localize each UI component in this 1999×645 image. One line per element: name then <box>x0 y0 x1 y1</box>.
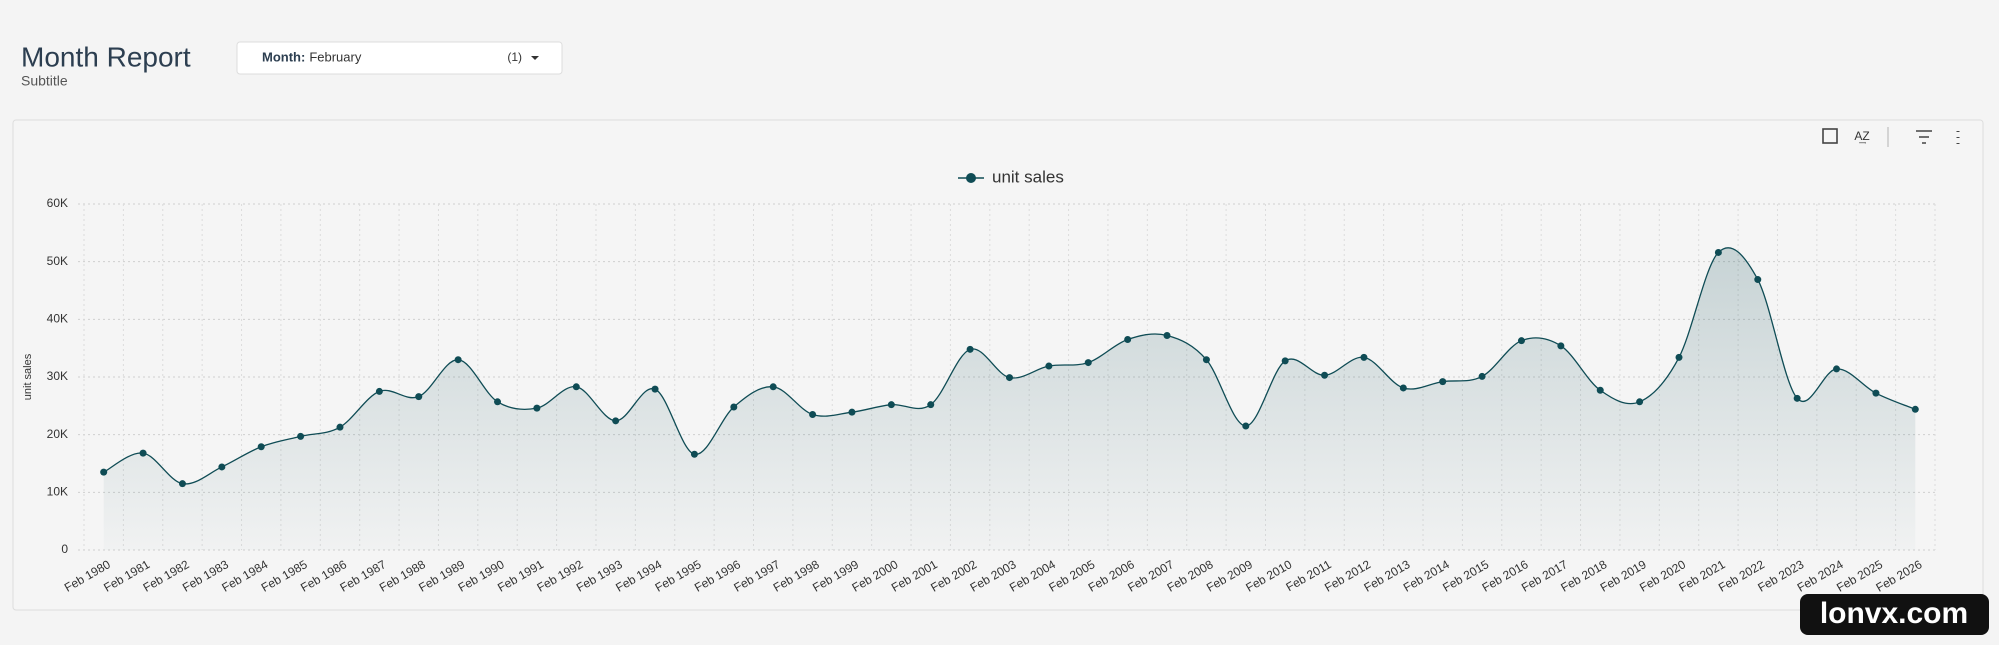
filter-box[interactable] <box>236 41 563 75</box>
toolbar: A͢Z <box>1822 127 1960 147</box>
point <box>336 423 344 431</box>
point <box>651 385 659 393</box>
filter-button[interactable] <box>1916 130 1932 144</box>
y-tick-label: 30K <box>47 369 68 383</box>
point <box>178 480 186 488</box>
y-tick-label: 20K <box>47 427 68 441</box>
point <box>1163 331 1171 339</box>
point <box>1045 362 1053 370</box>
point <box>1202 356 1210 364</box>
legend-label: unit sales <box>992 167 1064 186</box>
point <box>139 449 147 457</box>
point <box>533 404 541 412</box>
point <box>1636 398 1644 406</box>
point <box>257 443 265 451</box>
watermark-box <box>1800 594 1989 635</box>
point <box>1084 359 1092 367</box>
point <box>769 383 777 391</box>
chart-type-button[interactable] <box>1822 128 1838 144</box>
point <box>1281 357 1289 365</box>
point <box>1911 405 1919 413</box>
point <box>297 432 305 440</box>
month-filter[interactable]: Month: February (1) <box>236 41 563 75</box>
page-title: Month Report <box>21 41 191 72</box>
dropdown-arrow <box>531 56 539 60</box>
point <box>1242 422 1250 430</box>
point <box>1517 337 1525 345</box>
point <box>966 345 974 353</box>
point <box>1124 336 1132 344</box>
point <box>415 393 423 401</box>
page-subtitle: Subtitle <box>21 73 68 89</box>
point <box>1439 378 1447 386</box>
point <box>1557 342 1565 350</box>
point <box>730 403 738 411</box>
filter-count: (1) <box>507 50 522 64</box>
point <box>572 383 580 391</box>
legend-marker <box>966 173 976 183</box>
filter-label: Month: <box>262 49 305 64</box>
point <box>612 417 620 425</box>
point <box>927 401 935 409</box>
point <box>454 356 462 364</box>
y-axis-label: unit sales <box>22 353 34 400</box>
watermark: lonvx.com <box>1820 597 1968 630</box>
point <box>1321 371 1329 379</box>
point <box>1754 276 1762 284</box>
point <box>1360 353 1368 361</box>
y-tick-label: 50K <box>47 254 68 268</box>
sort-icon[interactable]: A͢Z <box>1854 129 1869 145</box>
point <box>848 408 856 416</box>
filter-value: February <box>309 49 362 64</box>
y-tick-label: 0 <box>61 542 68 556</box>
y-tick-label: 10K <box>47 485 68 499</box>
point <box>1006 374 1013 382</box>
point <box>1793 394 1801 402</box>
point <box>887 401 895 409</box>
point <box>1833 365 1841 373</box>
point <box>1478 372 1486 380</box>
point <box>809 410 817 418</box>
point <box>1714 248 1722 256</box>
y-tick-label: 60K <box>47 196 68 210</box>
point <box>690 450 698 458</box>
point <box>1399 384 1407 392</box>
point <box>1675 353 1683 361</box>
point <box>375 387 383 395</box>
point <box>1596 386 1604 394</box>
area <box>103 247 1916 550</box>
point <box>218 463 226 471</box>
point <box>100 468 108 476</box>
point <box>1872 389 1880 397</box>
point <box>494 398 502 406</box>
y-tick-label: 40K <box>47 312 68 326</box>
